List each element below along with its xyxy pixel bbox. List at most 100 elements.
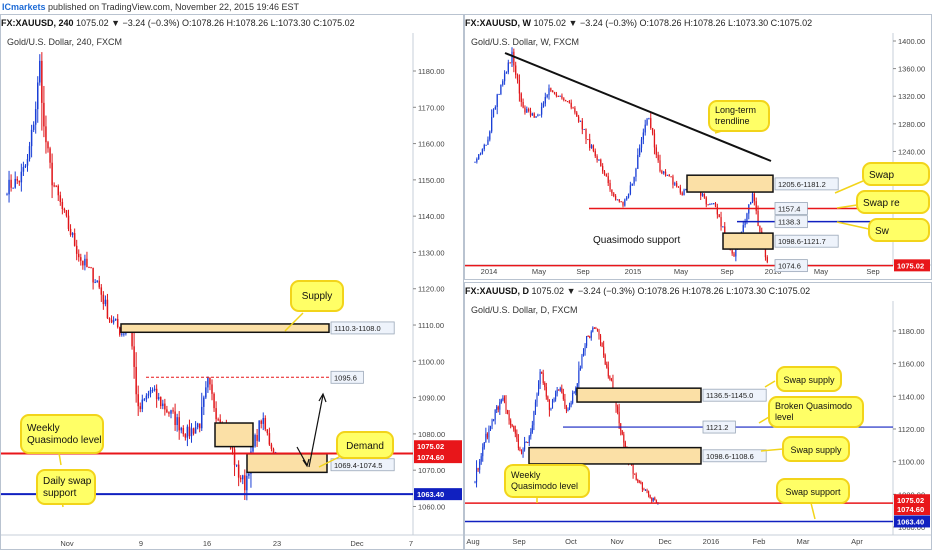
candle-body — [531, 425, 533, 433]
candle-body — [668, 174, 670, 177]
candle-body — [618, 411, 620, 424]
candle-body — [49, 148, 51, 163]
price-level-label — [774, 202, 808, 215]
candle-body — [577, 116, 580, 122]
daily-symbol[interactable]: FX:XAUUSD, D — [465, 286, 530, 296]
candle-body — [589, 139, 591, 148]
candle-body — [720, 217, 722, 227]
candle-body — [604, 355, 606, 365]
candle-body — [266, 429, 269, 434]
candle-body — [505, 401, 507, 411]
weekly-swap-support-zone — [722, 232, 774, 250]
candle-body — [57, 185, 59, 196]
candle-body — [537, 114, 539, 117]
candle-body — [201, 406, 203, 429]
candle-body — [194, 427, 197, 434]
candle-body — [507, 410, 509, 414]
candle-body — [655, 500, 657, 504]
callout-long-term-trendline: Long-term trendline — [715, 105, 756, 126]
candle-body — [205, 387, 207, 398]
candle-body — [170, 410, 172, 414]
candle-body — [53, 185, 55, 187]
x-tick-label: 23 — [273, 539, 281, 548]
candle-body — [494, 107, 496, 110]
candle-body — [213, 393, 215, 409]
h4-supply-zone — [120, 323, 330, 334]
candle-body — [43, 102, 45, 127]
weekly-chart[interactable]: Gold/U.S. Dollar, W, FXCM 1400.00 1360.00… — [465, 15, 931, 279]
x-tick-label: May — [814, 267, 828, 276]
candle-body — [607, 367, 609, 377]
price-level-label-text: 1205.6-1181.2 — [778, 180, 826, 189]
candle-body — [96, 280, 98, 283]
y-tick-label: 1240.00 — [898, 147, 925, 156]
candle-body — [12, 187, 14, 189]
candle-body — [511, 51, 513, 63]
candle-body — [151, 390, 154, 392]
candle-body — [579, 120, 582, 122]
candle-body — [492, 109, 495, 118]
price-axis-tag — [414, 451, 462, 464]
candle-body — [497, 406, 499, 410]
candle-body — [474, 482, 476, 484]
candle-body — [529, 110, 532, 116]
candle-body — [516, 433, 518, 440]
candle-body — [252, 446, 254, 452]
candle-body — [685, 189, 687, 191]
candle-body — [272, 448, 275, 453]
candle-body — [78, 253, 80, 258]
candle-body — [544, 383, 546, 387]
h4-chart-panel: FX:XAUUSD, 240 1075.02 ▼ −3.24 (−0.3%) O… — [0, 14, 464, 550]
candle-body — [672, 176, 674, 185]
price-axis-tag-text: 1074.60 — [897, 505, 924, 514]
candle-body — [561, 388, 563, 393]
candle-body — [499, 402, 501, 410]
y-tick-label: 1100.00 — [898, 458, 925, 467]
candle-body — [612, 380, 614, 394]
candle-body — [552, 90, 554, 93]
candle-body — [541, 371, 543, 374]
candle-body — [557, 96, 559, 98]
candle-body — [84, 258, 86, 266]
candle-body — [102, 294, 105, 305]
candle-body — [172, 410, 174, 412]
y-tick-label: 1180.00 — [898, 327, 925, 336]
daily-chart[interactable]: Gold/U.S. Dollar, D, FXCM 1180.00 1160.00… — [465, 283, 931, 549]
candle-body — [607, 176, 609, 184]
candle-body — [592, 145, 595, 151]
candle-body — [531, 113, 533, 116]
candle-body — [584, 345, 586, 352]
h4-symbol[interactable]: FX:XAUUSD, 240 — [1, 18, 74, 28]
candle-body — [166, 409, 168, 413]
x-tick-label: 2015 — [625, 267, 642, 276]
candle-body — [751, 193, 754, 203]
candle-body — [264, 418, 267, 430]
candle-body — [627, 193, 630, 198]
candle-body — [651, 498, 653, 501]
y-tick-label: 1090.00 — [418, 394, 445, 403]
candle-body — [502, 81, 504, 85]
candle-body — [505, 72, 508, 74]
candle-body — [587, 139, 589, 141]
candle-body — [522, 101, 524, 108]
x-tick-label: Oct — [565, 537, 578, 546]
weekly-symbol[interactable]: FX:XAUUSD, W — [465, 18, 531, 28]
candle-body — [609, 183, 611, 190]
candle-body — [629, 185, 632, 194]
candle-body — [570, 402, 572, 406]
candle-body — [701, 193, 704, 196]
candle-body — [233, 449, 236, 465]
price-level-label-text: 1121.2 — [706, 423, 728, 432]
candle-body — [502, 397, 504, 401]
price-axis-tag-text: 1075.02 — [417, 442, 444, 451]
brand-name[interactable]: ICmarkets — [2, 2, 46, 12]
candle-body — [6, 194, 8, 196]
candle-body — [522, 449, 524, 454]
h4-chart[interactable]: Gold/U.S. Dollar, 240, FXCM 1180.00 1170.… — [1, 15, 463, 549]
candle-body — [616, 199, 619, 201]
price-axis-tag-text: 1063.40 — [897, 517, 924, 526]
candle-body — [489, 426, 492, 429]
candle-body — [617, 406, 619, 412]
x-tick-label: 2014 — [481, 267, 498, 276]
candle-body — [487, 139, 489, 145]
